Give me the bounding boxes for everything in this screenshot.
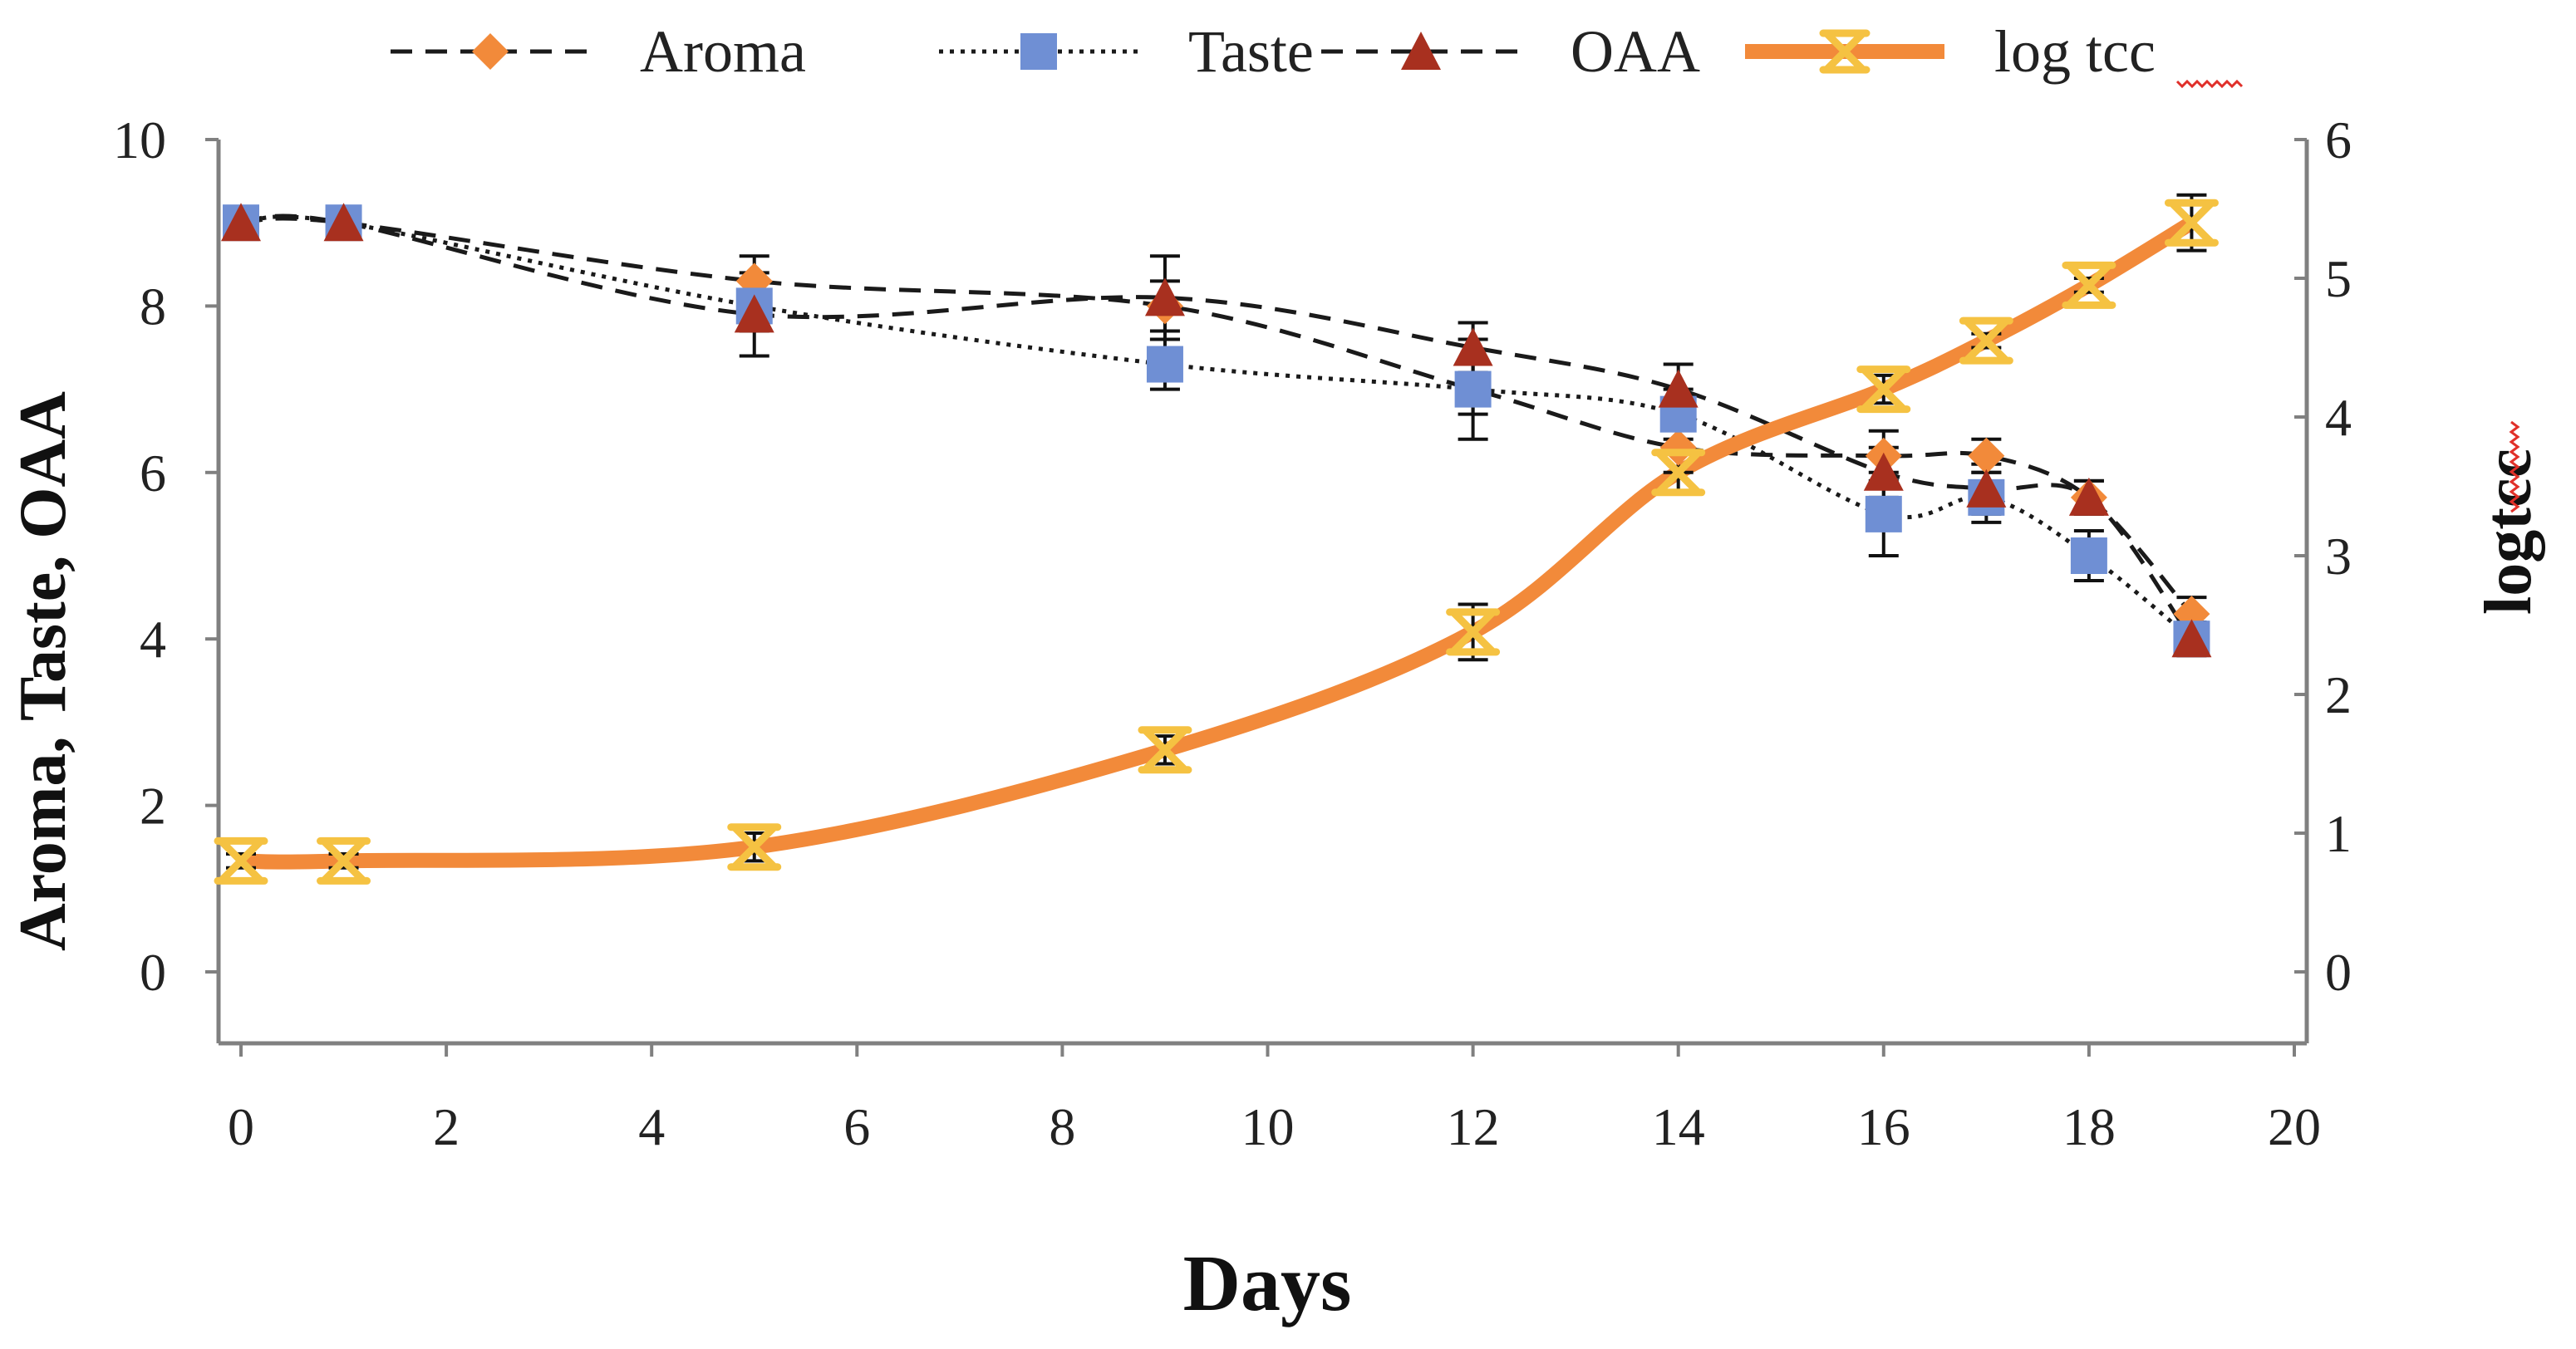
data-point-3-glyph xyxy=(1651,449,1706,497)
data-point-2 xyxy=(1144,277,1185,316)
legend-label-2: OAA xyxy=(1571,18,1700,85)
data-point-3 xyxy=(1959,316,2013,365)
x-axis-title: Days xyxy=(1183,1239,1352,1327)
data-point-3 xyxy=(317,836,371,885)
y2-tick-label: 6 xyxy=(2325,110,2352,169)
y2-tick-label: 3 xyxy=(2325,527,2352,586)
data-point-1 xyxy=(1454,370,1492,408)
x-tick-label: 14 xyxy=(1652,1097,1705,1156)
data-point-1 xyxy=(1865,495,1902,532)
legend-label-3: log tcc xyxy=(1994,18,2156,85)
x-tick-label: 18 xyxy=(2062,1097,2116,1156)
y2-tick-label: 4 xyxy=(2325,388,2352,447)
data-point-3-glyph xyxy=(727,823,782,871)
data-point-3-glyph xyxy=(2062,261,2116,309)
data-point-3-glyph xyxy=(1138,726,1192,774)
x-tick-label: 8 xyxy=(1049,1097,1075,1156)
y-tick-label: 0 xyxy=(140,943,166,1002)
data-point-2 xyxy=(734,294,774,333)
y-tick-label: 10 xyxy=(113,110,166,169)
series-line-2 xyxy=(240,213,2194,640)
data-point-2 xyxy=(323,203,364,242)
data-point-2 xyxy=(1453,327,1493,366)
data-point-2 xyxy=(2068,477,2109,516)
data-point-3-glyph xyxy=(2164,199,2219,247)
data-point-2 xyxy=(221,203,261,242)
x-tick-label: 2 xyxy=(433,1097,460,1156)
legend-label-1: Taste xyxy=(1188,18,1314,85)
data-point-0 xyxy=(1968,437,2005,474)
legend-marker-3-glyph xyxy=(1819,29,1871,74)
y-tick-label: 6 xyxy=(140,444,166,503)
lines-layer xyxy=(240,213,2196,870)
legend: Aroma Taste OAA log tcc xyxy=(391,18,2244,89)
legend-marker-0 xyxy=(472,33,509,70)
y2-tick-label: 0 xyxy=(2325,943,2352,1002)
data-point-3 xyxy=(214,836,268,885)
data-point-3-glyph xyxy=(1959,316,2013,365)
legend-marker-3 xyxy=(1819,29,1871,74)
data-point-2 xyxy=(1966,468,2007,508)
markers-layer xyxy=(214,199,2219,885)
y-tick-label: 2 xyxy=(140,777,166,836)
data-point-3 xyxy=(1138,726,1192,774)
data-point-3-glyph xyxy=(1446,608,1501,656)
y-tick-label: 4 xyxy=(140,610,166,669)
errors-layer xyxy=(226,193,2207,870)
y2-tick-label: 1 xyxy=(2325,804,2352,863)
data-point-3 xyxy=(2164,199,2219,247)
series-line-3 xyxy=(240,216,2196,870)
series-line-1 xyxy=(240,214,2194,641)
legend-marker-2 xyxy=(1401,32,1441,70)
data-point-3 xyxy=(1651,449,1706,497)
y2-tick-label: 2 xyxy=(2325,665,2352,724)
x-tick-label: 16 xyxy=(1857,1097,1910,1156)
data-point-2 xyxy=(1658,369,1698,408)
data-point-2 xyxy=(2171,619,2212,658)
x-tick-label: 10 xyxy=(1241,1097,1295,1156)
series-line-0 xyxy=(240,216,2194,616)
data-point-1 xyxy=(2070,537,2107,574)
x-tick-label: 6 xyxy=(843,1097,870,1156)
x-tick-label: 12 xyxy=(1447,1097,1500,1156)
legend-marker-1 xyxy=(1020,33,1057,70)
x-tick-label: 0 xyxy=(228,1097,254,1156)
y2-axis-title: logtcc xyxy=(2472,449,2545,615)
legend-spellcheck-underline xyxy=(2175,79,2244,89)
x-tick-label: 20 xyxy=(2268,1097,2321,1156)
y2-title-spellcheck-underline xyxy=(2509,420,2520,513)
y2-tick-label: 5 xyxy=(2325,249,2352,308)
data-point-3 xyxy=(1856,365,1911,414)
data-point-3-glyph xyxy=(317,836,371,885)
x-tick-label: 4 xyxy=(638,1097,665,1156)
data-point-0 xyxy=(1659,429,1697,466)
data-point-3-glyph xyxy=(214,836,268,885)
y-axis-title: Aroma, Taste, OAA xyxy=(7,391,80,951)
data-point-3 xyxy=(1446,608,1501,656)
y-tick-label: 8 xyxy=(140,277,166,336)
data-point-2 xyxy=(1863,452,1904,491)
data-point-3 xyxy=(727,823,782,871)
data-point-3-glyph xyxy=(1856,365,1911,414)
data-point-1 xyxy=(1146,346,1183,383)
legend-label-0: Aroma xyxy=(640,18,806,85)
data-point-3 xyxy=(2062,261,2116,309)
